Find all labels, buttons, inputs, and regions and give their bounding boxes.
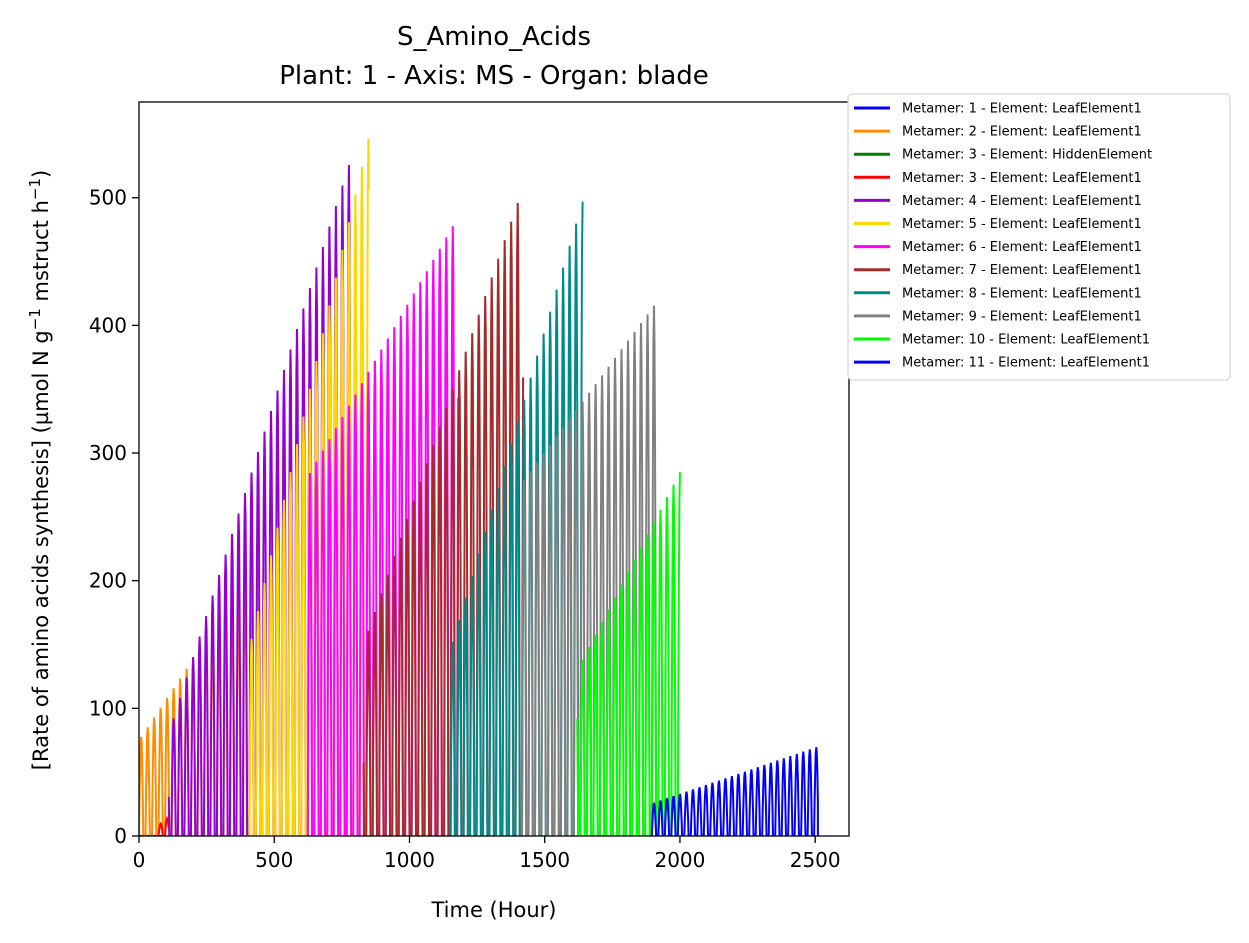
legend-label-9: Metamer: 8 - Element: LeafElement1 — [902, 286, 1142, 301]
y-axis-label: [Rate of amino acids synthesis] (µmol N … — [26, 170, 53, 770]
legend-label-8: Metamer: 7 - Element: LeafElement1 — [902, 263, 1142, 278]
y-axis-label-end: ) — [29, 170, 53, 178]
y-tick-label: 500 — [89, 186, 127, 210]
axes-frame — [138, 101, 850, 837]
legend-label-4: Metamer: 3 - Element: LeafElement1 — [902, 171, 1142, 186]
x-tick-label: 500 — [255, 848, 293, 872]
y-axis-label-sup1: −1 — [26, 308, 44, 330]
legend-frame — [847, 93, 1231, 381]
x-axis: 0 500 1000 1500 2000 2500 — [133, 836, 841, 872]
series-line-10 — [520, 305, 659, 836]
legend-label-10: Metamer: 9 - Element: LeafElement1 — [902, 309, 1142, 324]
y-axis-label-sup2: −1 — [26, 178, 44, 200]
legend: Metamer: 1 - Element: LeafElement1 Metame… — [847, 93, 1231, 381]
series-layer — [139, 138, 819, 836]
legend-label-1: Metamer: 1 - Element: LeafElement1 — [902, 102, 1142, 117]
x-tick-label: 2500 — [790, 848, 841, 872]
legend-label-11: Metamer: 10 - Element: LeafElement1 — [902, 333, 1150, 348]
x-axis-label: Time (Hour) — [430, 898, 556, 922]
y-tick-label: 100 — [89, 696, 127, 720]
y-axis: 0 100 200 300 400 500 — [89, 186, 139, 848]
y-axis-label-mid: mstruct h — [29, 200, 53, 308]
x-tick-label: 0 — [133, 848, 146, 872]
y-tick-label: 400 — [89, 313, 127, 337]
y-tick-label: 300 — [89, 441, 127, 465]
series-line-9 — [449, 201, 584, 836]
legend-items: Metamer: 1 - Element: LeafElement1 Metame… — [854, 102, 1152, 371]
x-tick-label: 2000 — [654, 848, 705, 872]
legend-label-6: Metamer: 5 - Element: LeafElement1 — [902, 217, 1142, 232]
chart-title: S_Amino_Acids — [397, 22, 591, 52]
legend-label-5: Metamer: 4 - Element: LeafElement1 — [902, 194, 1142, 209]
chart-subtitle: Plant: 1 - Axis: MS - Organ: blade — [279, 61, 709, 91]
legend-label-2: Metamer: 2 - Element: LeafElement1 — [902, 125, 1142, 140]
legend-label-7: Metamer: 6 - Element: LeafElement1 — [902, 240, 1142, 255]
plot-area — [139, 138, 819, 836]
x-tick-label: 1000 — [384, 848, 435, 872]
y-tick-label: 0 — [114, 824, 127, 848]
series-line-11 — [576, 472, 681, 836]
series-line-12 — [650, 747, 819, 836]
series-line-7 — [306, 226, 460, 836]
x-tick-label: 1500 — [519, 848, 570, 872]
series-line-4 — [157, 815, 170, 836]
y-axis-label-main: [Rate of amino acids synthesis] (µmol N … — [29, 330, 53, 770]
legend-label-3: Metamer: 3 - Element: HiddenElement — [902, 148, 1152, 163]
legend-label-12: Metamer: 11 - Element: LeafElement1 — [902, 356, 1150, 371]
y-tick-label: 200 — [89, 569, 127, 593]
